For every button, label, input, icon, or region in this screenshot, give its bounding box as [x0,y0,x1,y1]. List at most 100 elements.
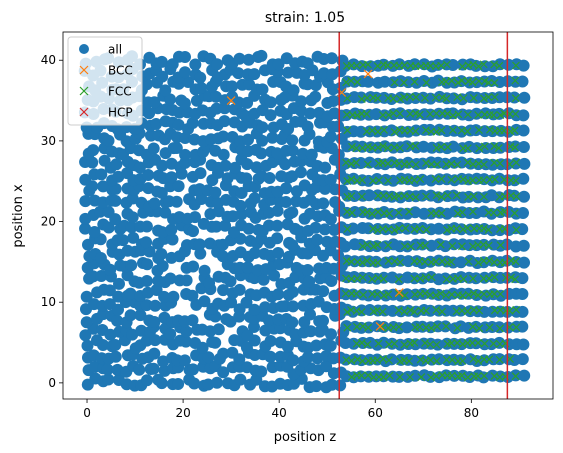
atom-point [133,363,146,376]
fcc-marker [415,224,424,233]
fcc-marker [343,126,352,135]
legend-marker [79,107,89,117]
fcc-marker [511,76,520,85]
fcc-marker [379,275,388,283]
fcc-marker [457,76,466,85]
atom-point [216,250,229,263]
fcc-marker [437,142,446,151]
atom-point [149,299,162,312]
fcc-marker [347,257,356,266]
atom-point [232,67,245,80]
y-tick-label: 40 [41,53,56,67]
fcc-marker [447,76,456,85]
atom-point [348,190,361,202]
fcc-marker [496,324,504,333]
x-tick-label: 0 [83,406,91,420]
legend-label: HCP [108,106,133,120]
fcc-marker [373,94,382,103]
atom-point [432,107,445,120]
fcc-marker [511,275,520,284]
atom-point [178,97,191,110]
fcc-marker [394,208,403,217]
atom-point [104,263,117,276]
fcc-marker [368,143,377,152]
fcc-marker [474,77,483,86]
fcc-marker [395,109,404,118]
atom-point [88,226,101,238]
atom-point [234,199,247,212]
atom-point [180,325,193,338]
atom-point [416,238,429,251]
fcc-marker [343,225,352,233]
atom-point [196,341,209,354]
atom-point [140,275,153,287]
atom-point [111,314,124,327]
atom-point [187,260,200,273]
atom-point [80,290,93,303]
atom-point [325,328,337,341]
atom-point [255,147,268,160]
atom-point [272,58,285,71]
fcc-marker [375,176,383,185]
fcc-marker [422,225,431,234]
fcc-marker [463,373,472,382]
atom-point [286,316,299,329]
atom-point [217,130,230,143]
fcc-marker [343,207,352,216]
atom-point [112,290,125,303]
atom-point [158,290,171,303]
atom-point [165,223,178,236]
atom-point [188,377,201,390]
fcc-marker [363,208,372,217]
fcc-marker [390,128,399,136]
atom-point [156,70,169,83]
atom-point [431,338,444,351]
fcc-marker [458,208,467,217]
fcc-marker [512,192,521,201]
atom-point [264,350,277,363]
atom-point [195,193,208,205]
atom-point [320,360,333,373]
fcc-marker [512,226,521,234]
fcc-marker [489,339,498,348]
atom-point [167,290,180,303]
fcc-marker [501,306,510,315]
legend-label: BCC [108,64,133,78]
atom-point [280,196,292,208]
atom-point [109,213,122,226]
atom-point [248,247,261,259]
atom-point [266,131,279,144]
atom-point [148,347,161,360]
atom-point [155,55,168,68]
fcc-marker [443,191,452,200]
fcc-marker [463,307,472,316]
fcc-marker [348,142,356,151]
fcc-marker [401,224,410,233]
fcc-marker [443,109,452,118]
atom-point [103,284,116,297]
fcc-marker [363,340,372,349]
fcc-marker [405,357,413,366]
atom-point [264,335,277,347]
fcc-marker [453,323,462,332]
fcc-marker [374,208,382,216]
atom-point [295,104,307,117]
fcc-marker [394,322,403,331]
fcc-marker [400,78,408,87]
fcc-marker [437,209,446,218]
atom-point [109,350,122,363]
fcc-marker [442,275,451,284]
atom-point [378,75,391,88]
atom-point [172,180,185,193]
atom-point [134,309,147,322]
fcc-marker [479,290,488,298]
fcc-marker [469,94,478,102]
atom-point [319,161,332,174]
atom-point [416,173,429,186]
atom-point [240,172,253,185]
atom-point [250,161,263,174]
chart-title: strain: 1.05 [265,10,345,26]
atom-point [186,117,199,129]
fcc-marker [384,241,393,250]
fcc-marker [464,110,472,119]
